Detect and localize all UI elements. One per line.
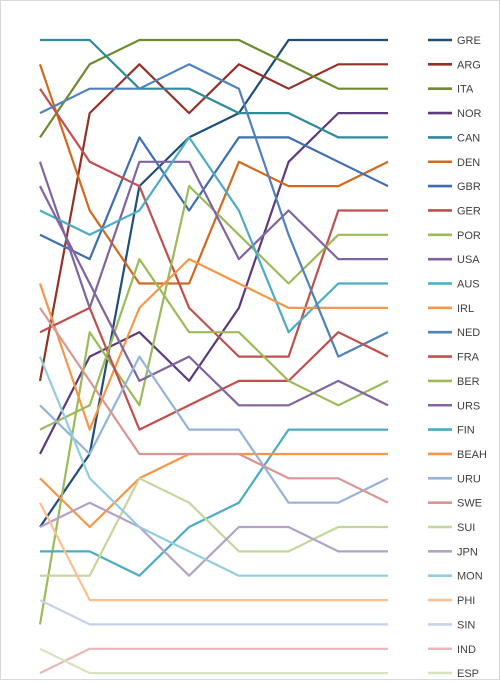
series-line-irl [38, 258, 388, 431]
legend-item-ita: ITA [428, 84, 474, 96]
legend-item-uru: URU [428, 473, 481, 485]
series-line-mon [38, 356, 388, 577]
legend-label: NED [457, 327, 480, 339]
legend-label: ESP [457, 668, 479, 680]
series-line-swe [39, 307, 389, 504]
legend-label: ITA [457, 84, 474, 96]
legend-item-den: DEN [428, 157, 480, 169]
legend-item-fra: FRA [428, 352, 480, 364]
series-line-phi [39, 502, 388, 602]
legend-label: URU [457, 473, 481, 485]
legend-label: BEAH [457, 449, 487, 461]
series-line-aus [39, 136, 388, 334]
legend: GRE ARG ITA NOR CAN DEN GBR GER POR USA AUS IRL NED F… [428, 35, 487, 680]
legend-item-por: POR [428, 230, 481, 242]
legend-item-arg: ARG [428, 59, 481, 71]
legend-label: CAN [457, 132, 480, 144]
series-line-sin [39, 599, 388, 626]
series-line-den [38, 63, 389, 285]
series-line-ned [39, 63, 389, 358]
legend-item-urs: URS [428, 400, 480, 412]
series-line-uru [39, 355, 389, 504]
legend-label: SWE [457, 498, 482, 510]
legend-label: ARG [457, 59, 481, 71]
legend-item-phi: PHI [428, 595, 475, 607]
legend-label: POR [457, 230, 481, 242]
legend-label: FIN [457, 425, 475, 437]
legend-item-sin: SIN [428, 619, 475, 631]
legend-label: GBR [457, 181, 481, 193]
series-line-ita [39, 38, 388, 139]
legend-item-fin: FIN [428, 425, 475, 437]
legend-item-jpn: JPN [428, 546, 478, 558]
series-line-jpn [39, 501, 388, 577]
legend-label: IND [457, 644, 476, 656]
series-line-arg [38, 63, 388, 382]
legend-label: NOR [457, 108, 482, 120]
legend-item-swe: SWE [428, 498, 482, 510]
legend-item-sui: SUI [428, 522, 475, 534]
series-line-esp [39, 647, 388, 675]
legend-label: PHI [457, 595, 475, 607]
legend-item-can: CAN [428, 132, 480, 144]
legend-item-nor: NOR [428, 108, 482, 120]
legend-label: DEN [457, 157, 480, 169]
legend-item-ind: IND [428, 644, 476, 656]
legend-label: SIN [457, 619, 475, 631]
series-line-ind [39, 647, 388, 675]
series-line-urs [39, 185, 389, 407]
legend-label: MON [457, 571, 483, 583]
legend-item-usa: USA [428, 254, 480, 266]
legend-item-beah: BEAH [428, 449, 487, 461]
legend-label: USA [457, 254, 480, 266]
series-line-sui [40, 477, 388, 577]
legend-label: URS [457, 400, 480, 412]
series-line-fra [39, 306, 389, 431]
legend-label: GER [457, 205, 481, 217]
legend-label: BER [457, 376, 480, 388]
series-line-usa [38, 160, 388, 309]
legend-item-aus: AUS [428, 279, 480, 291]
series-lines [38, 38, 389, 675]
legend-item-irl: IRL [428, 303, 474, 315]
legend-item-gbr: GBR [428, 181, 481, 193]
legend-item-ned: NED [428, 327, 480, 339]
legend-item-gre: GRE [428, 35, 481, 47]
legend-label: IRL [457, 303, 474, 315]
series-line-fin [40, 428, 388, 577]
legend-label: GRE [457, 35, 481, 47]
legend-item-esp: ESP [428, 668, 479, 680]
series-line-can [40, 38, 388, 139]
legend-label: FRA [457, 352, 480, 364]
legend-item-mon: MON [428, 571, 483, 583]
legend-item-ber: BER [428, 376, 480, 388]
series-line-nor [39, 111, 388, 455]
legend-item-ger: GER [428, 205, 481, 217]
legend-label: JPN [457, 546, 478, 558]
series-line-ber [39, 258, 389, 431]
legend-label: AUS [457, 279, 480, 291]
legend-label: SUI [457, 522, 475, 534]
